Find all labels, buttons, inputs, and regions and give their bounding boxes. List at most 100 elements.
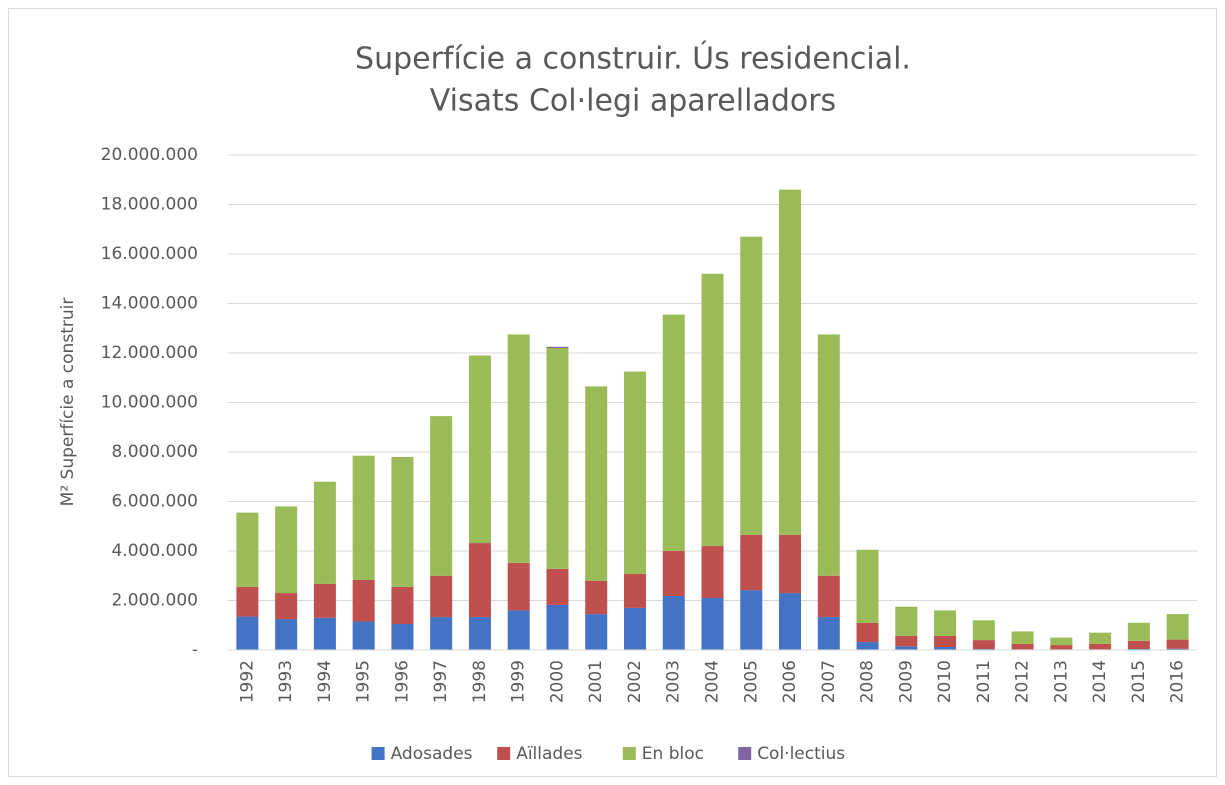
bar-segment: [1127, 622, 1150, 641]
bar-segment: [740, 236, 763, 535]
y-tick-label: 16.000.000: [101, 244, 198, 264]
bar-segment: [391, 456, 414, 587]
x-tick-label: 2009: [896, 660, 916, 703]
legend-swatch: [371, 747, 385, 760]
x-tick-label: 2016: [1168, 660, 1188, 703]
y-tick-label: 12.000.000: [101, 343, 198, 363]
bar-segment: [895, 646, 918, 650]
bar-segment: [1166, 639, 1189, 649]
bar-segment: [817, 617, 840, 650]
bar-segment: [1050, 645, 1073, 650]
legend-label: Adosades: [391, 744, 473, 764]
x-tick-label: 2015: [1129, 660, 1149, 703]
x-tick-label: 2000: [547, 660, 567, 703]
y-tick-label: -: [192, 640, 198, 660]
bar-segment: [313, 481, 336, 584]
legend-label: En bloc: [642, 744, 704, 764]
chart-title: Superfície a construir. Ús residencial.: [355, 40, 911, 77]
bar-segment: [934, 647, 957, 650]
bar-segment: [623, 607, 646, 650]
bar-segment: [430, 416, 453, 576]
bar-segment: [546, 346, 569, 349]
bar-segment: [856, 622, 879, 643]
bar-segment: [701, 598, 724, 650]
bar-segment: [546, 568, 569, 605]
bar-segment: [662, 551, 685, 597]
bar-segment: [817, 334, 840, 576]
bar-segment: [236, 586, 259, 617]
bar-segment: [934, 635, 957, 648]
bar-segment: [934, 610, 957, 636]
y-tick-label: 18.000.000: [101, 195, 198, 215]
x-tick-label: 1994: [315, 660, 335, 703]
bar-segment: [352, 621, 375, 650]
bar-segment: [1011, 643, 1034, 650]
x-tick-label: 2003: [664, 660, 684, 703]
x-tick-label: 1996: [392, 660, 412, 703]
bar-segment: [1089, 643, 1112, 650]
bar-segment: [236, 616, 259, 650]
bar-segment: [352, 455, 375, 580]
x-tick-label: 2008: [858, 660, 878, 703]
x-tick-label: 1993: [276, 660, 296, 703]
bar-segment: [701, 546, 724, 599]
x-tick-label: 2002: [625, 660, 645, 703]
bar-segment: [972, 620, 995, 641]
bar-segment: [275, 506, 298, 594]
bar-segment: [817, 575, 840, 618]
x-tick-label: 1992: [237, 660, 257, 703]
x-tick-label: 2013: [1051, 660, 1071, 703]
bar-segment: [585, 580, 608, 615]
y-tick-label: 6.000.000: [111, 492, 198, 512]
bar-segment: [623, 574, 646, 608]
bar-segment: [856, 549, 879, 623]
bar-segment: [972, 640, 995, 650]
x-tick-label: 2007: [819, 660, 839, 703]
bar-segment: [701, 273, 724, 547]
bar-segment: [585, 386, 608, 581]
x-tick-label: 1997: [431, 660, 451, 703]
bar-segment: [430, 617, 453, 650]
bar-segment: [779, 534, 802, 594]
bar-segment: [430, 575, 453, 618]
bar-segment: [623, 371, 646, 575]
x-tick-label: 2006: [780, 660, 800, 703]
bar-segment: [468, 355, 491, 544]
bar-segment: [662, 596, 685, 650]
bar-segment: [740, 534, 763, 591]
legend-label: Col·lectius: [757, 744, 845, 764]
x-tick-label: 2001: [586, 660, 606, 703]
bar-segment: [313, 583, 336, 618]
bar-segment: [1127, 640, 1150, 650]
y-tick-label: 2.000.000: [111, 591, 198, 611]
bar-segment: [740, 590, 763, 650]
bar-segment: [352, 579, 375, 622]
y-tick-label: 8.000.000: [111, 442, 198, 462]
x-tick-label: 2011: [974, 660, 994, 703]
bar-segment: [507, 562, 530, 611]
bar-segment: [585, 614, 608, 650]
x-tick-label: 2010: [935, 660, 955, 703]
bar-segment: [662, 314, 685, 551]
y-tick-label: 4.000.000: [111, 541, 198, 561]
bar-segment: [895, 606, 918, 636]
legend-swatch: [738, 747, 752, 760]
x-tick-label: 2004: [703, 660, 723, 703]
bar-segment: [468, 617, 491, 650]
bar-segment: [313, 617, 336, 650]
bar-segment: [507, 610, 530, 650]
bar-segment: [391, 624, 414, 650]
bar-segment: [468, 543, 491, 618]
y-tick-label: 10.000.000: [101, 393, 198, 413]
bar-segment: [275, 593, 298, 620]
bar-segment: [391, 586, 414, 625]
legend-label: Aïllades: [516, 744, 582, 764]
x-tick-label: 1999: [509, 660, 529, 703]
legend-swatch: [497, 747, 511, 760]
bar-segment: [1050, 637, 1073, 646]
chart-title: Visats Col·legi aparelladors: [430, 84, 836, 119]
y-tick-label: 14.000.000: [101, 294, 198, 314]
x-tick-label: 1998: [470, 660, 490, 703]
bar-segment: [1166, 614, 1189, 640]
